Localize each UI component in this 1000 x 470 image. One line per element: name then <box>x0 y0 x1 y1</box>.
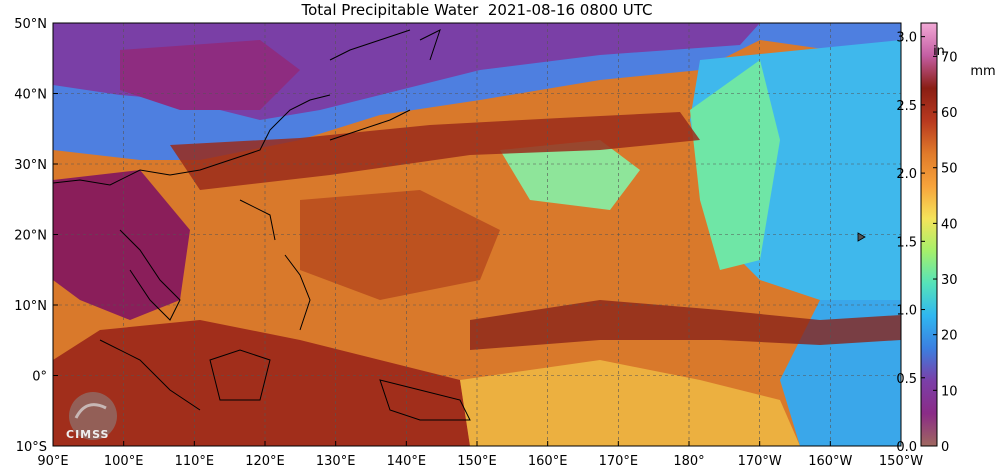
lat-tick-label: 10°N <box>14 299 47 314</box>
lat-tick-label: 30°N <box>14 158 47 173</box>
cimss-logo <box>69 392 117 440</box>
lon-tick-label: 170°E <box>599 454 639 469</box>
lon-tick-label: 130°E <box>316 454 356 469</box>
colorbar-in-tick-label: 3.0 <box>896 31 917 46</box>
lat-tick-label: 50°N <box>14 17 47 32</box>
map-grid <box>53 23 901 446</box>
colorbar-mm-tick-label: 30 <box>941 273 958 288</box>
colorbar-mm-tick-label: 60 <box>941 106 958 121</box>
green-patch-central <box>500 140 640 210</box>
map-axes: 90°E 100°E 110°E 120°E 130°E 140°E 150°E 160°E 1… <box>14 17 923 469</box>
lon-tick-label: 180° <box>673 454 704 469</box>
colorbar-mm-tick-label: 50 <box>941 162 958 177</box>
lon-tick-label: 90°E <box>37 454 68 469</box>
colorbar-mm-tick-label: 0 <box>941 440 949 455</box>
lon-tick-label: 150°E <box>457 454 497 469</box>
green-band-east <box>690 60 780 270</box>
colorbar <box>920 22 938 447</box>
very-dry-northwest <box>120 40 300 110</box>
colorbar-mm-tick-label: 40 <box>941 217 958 232</box>
cimss-logo-text: CIMSS <box>66 428 110 441</box>
map-title: Total Precipitable Water 2021-08-16 0800… <box>301 1 653 19</box>
lat-tick-label: 40°N <box>14 88 47 103</box>
lon-tick-label: 160°W <box>808 454 852 469</box>
moist-philippine-sea <box>300 190 500 300</box>
colorbar-in-tick-label: 1.0 <box>896 304 917 319</box>
colorbar-in-tick-label: 0.5 <box>896 372 917 387</box>
lon-tick-label: 160°E <box>528 454 568 469</box>
lat-tick-label: 10°S <box>16 440 47 455</box>
lat-tick-label: 0° <box>32 370 47 385</box>
moist-itcz <box>470 300 901 350</box>
lon-tick-label: 100°E <box>104 454 144 469</box>
colorbar-in-tick-label: 0.0 <box>896 440 917 455</box>
lat-tick-label: 20°N <box>14 229 47 244</box>
lon-tick-label: 110°E <box>175 454 215 469</box>
lon-tick-label: 150°W <box>879 454 923 469</box>
coastlines <box>53 29 471 421</box>
green-south-band <box>460 360 800 446</box>
colorbar-mm-unit: mm <box>970 64 995 79</box>
lon-tick-label: 140°E <box>387 454 427 469</box>
colorbar-in-tick-label: 2.5 <box>896 99 917 114</box>
storm-marker <box>857 232 866 242</box>
colorbar-mm-tick-label: 70 <box>941 50 958 65</box>
precipitable-water-field <box>53 23 901 446</box>
colorbar-in-unit: in <box>933 44 945 59</box>
colorbar-in-tick-label: 2.0 <box>896 167 917 182</box>
moist-southeast-asia <box>53 170 190 320</box>
moist-maritime <box>53 320 470 446</box>
colorbar-mm-tick-label: 10 <box>941 384 958 399</box>
lon-tick-label: 120°E <box>245 454 285 469</box>
moist-band-30n <box>170 112 700 190</box>
colorbar-ticks: 3.0 2.5 2.0 1.5 1.0 0.5 0.0 70 60 50 40 30 20 10 0 <box>896 31 957 455</box>
colorbar-in-tick-label: 1.5 <box>896 235 917 250</box>
colorbar-mm-tick-label: 20 <box>941 329 958 344</box>
lon-tick-label: 170°W <box>738 454 782 469</box>
